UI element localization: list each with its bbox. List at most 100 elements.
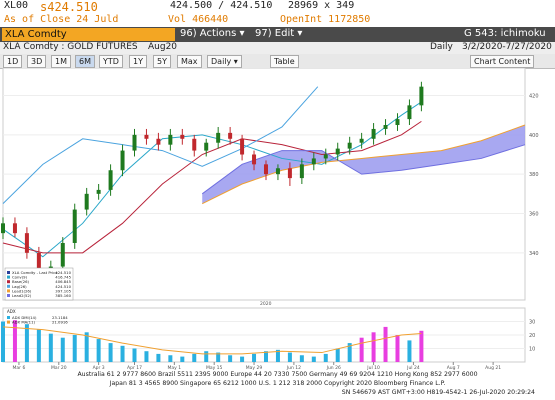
x-tick-label: Jul 10 — [366, 365, 380, 370]
footer-line: Japan 81 3 4565 8900 Singapore 65 6212 1… — [109, 380, 446, 387]
bid-ask: 424.500 / 424.510 — [170, 0, 273, 11]
period-button[interactable]: 5Y — [153, 55, 171, 68]
period-button[interactable]: YTD — [99, 55, 123, 68]
candle-body — [192, 138, 197, 151]
legend-label: Lead1(26) — [12, 288, 32, 293]
quote-row: XL00 s424.510 424.500 / 424.510 28969 x … — [0, 0, 555, 14]
command-bar: XLA Comdty 96) Actions ▾ 97) Edit ▾ G 54… — [0, 27, 555, 42]
y-tick-label: 20 — [529, 333, 535, 339]
security-name: XLA Comdty : GOLD FUTURES — [3, 42, 138, 52]
period-button[interactable]: 1Y — [129, 55, 147, 68]
chart-content-button[interactable]: Chart Content — [470, 55, 535, 68]
period-button[interactable]: 3D — [27, 55, 47, 68]
adx-title: ADX — [7, 309, 16, 314]
y-tick-label: 360 — [529, 211, 539, 217]
edit-menu[interactable]: 97) Edit ▾ — [255, 28, 303, 39]
adx-bar — [371, 332, 376, 362]
adx-bar — [228, 355, 233, 362]
candle-body — [132, 134, 137, 151]
legend-value: 23.1184 — [52, 315, 68, 320]
period-button[interactable]: Max — [177, 55, 202, 68]
adx-bar — [12, 320, 17, 362]
x-tick-label: Apr 17 — [127, 365, 142, 370]
legend-label: Lag(26) — [12, 284, 27, 289]
footer: Australia 61 2 9777 8600 Brazil 5511 239… — [0, 370, 555, 400]
candle-body — [395, 119, 400, 126]
period: Daily — [430, 42, 453, 52]
x-tick-label: Aug 21 — [485, 365, 501, 370]
legend-label: Conv(9) — [12, 275, 28, 280]
adx-bar — [263, 351, 268, 362]
adx-bar — [287, 352, 292, 362]
x-tick-label: Mar 6 — [13, 365, 26, 370]
toolbar: Table Chart Content 1D 3D 1M 6M YTD 1Y 5Y Max Da… — [0, 54, 555, 69]
legend-swatch — [7, 275, 10, 279]
candle-body — [60, 242, 65, 267]
size: 28969 x 349 — [288, 0, 355, 11]
adx-bar — [1, 321, 5, 362]
legend-swatch — [7, 316, 10, 319]
candle-body — [228, 132, 233, 139]
info-bar: XLA Comdty : GOLD FUTURES Aug20 Daily 3/… — [0, 42, 555, 54]
adx-bar — [299, 355, 304, 362]
x-tick-label: Aug 7 — [447, 365, 460, 370]
adx-line — [2, 326, 422, 355]
candle-body — [108, 170, 113, 190]
plot-area — [2, 68, 526, 301]
adx-bar — [240, 356, 245, 362]
adx-bar — [24, 324, 29, 362]
adx-bar — [383, 326, 388, 362]
legend-label: Lead2(52) — [12, 293, 32, 298]
actions-menu[interactable]: 96) Actions ▾ — [180, 28, 245, 39]
adx-bar — [180, 356, 185, 362]
legend-value: 406.845 — [55, 279, 71, 284]
adx-bar — [84, 332, 89, 362]
adx-bar — [407, 340, 412, 362]
period-button[interactable]: 1M — [51, 55, 71, 68]
adx-bar — [192, 353, 197, 362]
security-input[interactable]: XLA Comdty — [2, 28, 175, 41]
x-tick-label: May 29 — [246, 365, 263, 370]
period-button[interactable]: 1D — [3, 55, 23, 68]
ichimoku-cloud — [202, 125, 526, 204]
x-tick-label: Mar 20 — [51, 365, 67, 370]
candle-body — [36, 252, 41, 273]
candle-body — [311, 158, 316, 165]
candle-body — [335, 148, 340, 155]
y-tick-label: 30 — [529, 320, 535, 326]
adx-bar — [108, 343, 113, 362]
period-button[interactable]: Daily ▾ — [207, 55, 242, 68]
candle-body — [24, 233, 29, 253]
indicator-line — [2, 86, 319, 205]
adx-bar — [60, 337, 65, 362]
contract: Aug20 — [148, 42, 178, 52]
table-button[interactable]: Table — [270, 55, 299, 68]
adx-bar — [335, 348, 340, 362]
legend-swatch — [7, 294, 10, 297]
legend-value: 424.510 — [55, 270, 71, 275]
legend-value: 21.0916 — [52, 320, 68, 325]
year-label: 2020 — [260, 301, 272, 307]
legend-value: 416.745 — [55, 275, 71, 280]
function-name: G 543: ichimoku — [464, 28, 546, 39]
adx-bar — [323, 353, 328, 362]
close-row: As of Close 24 Juld Vol 466440 OpenInt 1… — [0, 14, 555, 27]
adx-bar — [311, 356, 316, 362]
y-tick-label: 380 — [529, 172, 539, 178]
period-button[interactable]: 6M — [75, 55, 95, 68]
open-interest: OpenInt 1172850 — [280, 14, 371, 25]
x-tick-label: May 15 — [206, 365, 223, 370]
candle-body — [383, 125, 388, 129]
candle-body — [323, 154, 328, 159]
adx-bar — [275, 349, 280, 362]
x-tick-label: Jun 12 — [286, 365, 301, 370]
candle-body — [359, 138, 364, 143]
adx-bar — [96, 339, 101, 362]
legend-swatch — [7, 289, 10, 293]
x-tick-label: May 1 — [168, 365, 182, 370]
legend-swatch — [7, 280, 10, 284]
candle-body — [168, 134, 173, 145]
candle-body — [347, 142, 352, 149]
candle-body — [204, 142, 209, 151]
